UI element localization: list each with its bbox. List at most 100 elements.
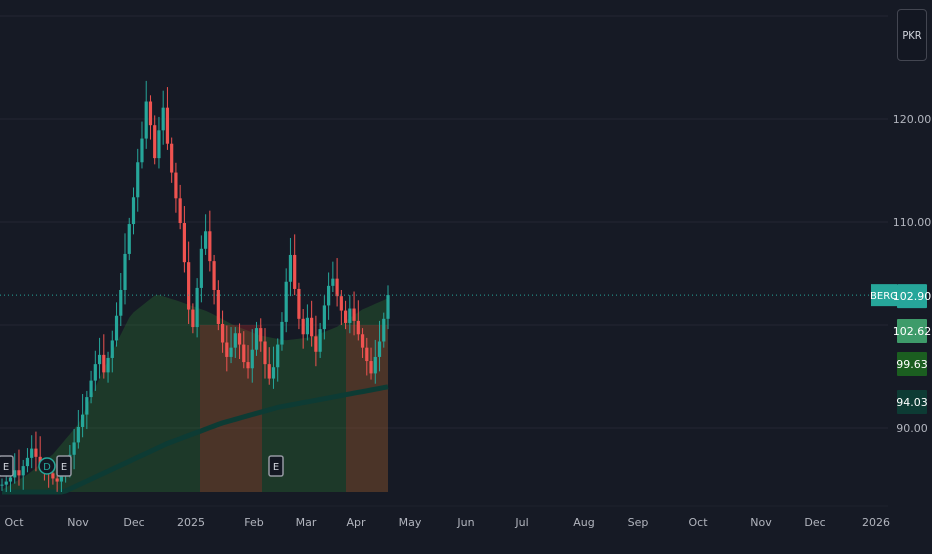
candle-body bbox=[123, 253, 127, 290]
event-marker-label: E bbox=[273, 462, 279, 473]
candle-body bbox=[225, 342, 229, 357]
candle-body bbox=[352, 308, 356, 321]
candle-body bbox=[335, 278, 339, 297]
axis-value-tag-fast-ma-value: 102.62 bbox=[893, 325, 932, 338]
candle-body bbox=[153, 125, 157, 159]
currency-button[interactable]: PKR bbox=[897, 9, 927, 61]
x-axis-tick-label: 2026 bbox=[862, 516, 890, 529]
candle-body bbox=[293, 254, 297, 289]
ticker-label: BERG bbox=[870, 291, 898, 302]
candle-body bbox=[114, 315, 119, 341]
candle-body bbox=[119, 289, 123, 316]
candle-body bbox=[0, 484, 4, 486]
axis-value-tag-bg bbox=[897, 352, 927, 376]
axis-value-tag-last-price: 102.90 bbox=[893, 290, 932, 303]
candle-body bbox=[195, 287, 199, 328]
candle-body bbox=[187, 262, 191, 310]
event-marker-earnings-icon bbox=[0, 455, 14, 477]
x-axis-tick-label: Jun bbox=[456, 516, 474, 529]
x-axis-tick-label: Sep bbox=[628, 516, 649, 529]
x-axis-tick-label: Feb bbox=[244, 516, 263, 529]
candle-body bbox=[301, 318, 305, 335]
x-axis-tick-label: May bbox=[399, 516, 422, 529]
x-axis-tick-label: Jul bbox=[514, 516, 528, 529]
candle-body bbox=[271, 367, 276, 379]
candle-body bbox=[89, 380, 93, 398]
candle-body bbox=[284, 281, 288, 322]
candle-body bbox=[191, 309, 195, 328]
x-axis-tick-label: Nov bbox=[750, 516, 772, 529]
candle-body bbox=[365, 347, 369, 362]
candle-body bbox=[21, 466, 25, 476]
candle-body bbox=[157, 130, 161, 159]
candle-body bbox=[161, 107, 165, 131]
y-axis-tick-label: 110.00 bbox=[893, 216, 932, 229]
candle-body bbox=[4, 481, 8, 485]
candle-body bbox=[331, 278, 335, 286]
event-marker-earnings-icon bbox=[56, 455, 72, 477]
event-marker-earnings-icon bbox=[268, 455, 284, 477]
x-axis-tick-label: Mar bbox=[296, 516, 317, 529]
candle-body bbox=[305, 317, 310, 335]
y-axis-tick-label: 90.00 bbox=[896, 422, 928, 435]
candle-body bbox=[216, 289, 220, 324]
candle-body bbox=[165, 107, 170, 144]
slow-ma-line bbox=[2, 384, 389, 495]
candle-body bbox=[310, 317, 314, 337]
candle-body bbox=[233, 333, 237, 348]
candle-body bbox=[212, 261, 216, 290]
candle-body bbox=[373, 356, 377, 374]
candle-body bbox=[174, 172, 178, 199]
event-marker-dividend-icon bbox=[38, 457, 56, 475]
candle-body bbox=[93, 364, 97, 381]
x-axis-tick-label: Oct bbox=[688, 516, 708, 529]
candle-body bbox=[314, 336, 318, 352]
candle-body bbox=[229, 347, 233, 357]
x-axis-tick-label: Oct bbox=[4, 516, 24, 529]
event-marker-label: E bbox=[3, 462, 9, 473]
candle-body bbox=[85, 397, 89, 415]
candle-body bbox=[72, 442, 76, 455]
candle-body bbox=[339, 296, 343, 311]
axis-value-tag-bg bbox=[897, 390, 927, 414]
y-axis-tick-label: 120.00 bbox=[893, 113, 932, 126]
candle-body bbox=[327, 285, 331, 306]
candle-body bbox=[59, 476, 63, 482]
x-axis-tick-label: Dec bbox=[123, 516, 144, 529]
candle-body bbox=[242, 344, 246, 363]
candle-body bbox=[131, 197, 136, 225]
candle-body bbox=[246, 362, 250, 369]
axis-value-tag-slow-ma-value: 94.03 bbox=[896, 396, 928, 409]
ticker-label-bg bbox=[871, 284, 897, 307]
candle-body bbox=[127, 224, 131, 254]
candle-body bbox=[250, 349, 254, 369]
axis-value-tag-bg bbox=[897, 319, 927, 343]
candle-body bbox=[34, 448, 38, 457]
candle-body bbox=[106, 357, 110, 373]
candle-body bbox=[267, 364, 271, 379]
candle-body bbox=[97, 354, 102, 365]
candle-body bbox=[343, 310, 348, 323]
candle-body bbox=[263, 341, 267, 365]
axis-value-tag-bg bbox=[897, 284, 927, 309]
candle-body bbox=[178, 198, 182, 224]
candle-body bbox=[13, 470, 17, 478]
candle-body bbox=[38, 456, 42, 465]
x-axis-tick-label: Nov bbox=[67, 516, 89, 529]
candle-body bbox=[140, 138, 144, 163]
axis-value-tag-mid-ma-value: 99.63 bbox=[896, 358, 928, 371]
candle-body bbox=[204, 231, 208, 249]
ma-cloud bbox=[2, 294, 388, 492]
candle-body bbox=[276, 344, 280, 368]
candle-body bbox=[237, 333, 242, 345]
candle-body bbox=[220, 323, 225, 343]
event-marker-label: D bbox=[43, 462, 51, 473]
candle-body bbox=[377, 341, 382, 357]
candle-body bbox=[356, 320, 360, 335]
candle-body bbox=[386, 295, 390, 319]
x-axis-tick-label: Dec bbox=[804, 516, 825, 529]
candle-body bbox=[254, 328, 259, 350]
x-axis-tick-label: 2025 bbox=[177, 516, 205, 529]
